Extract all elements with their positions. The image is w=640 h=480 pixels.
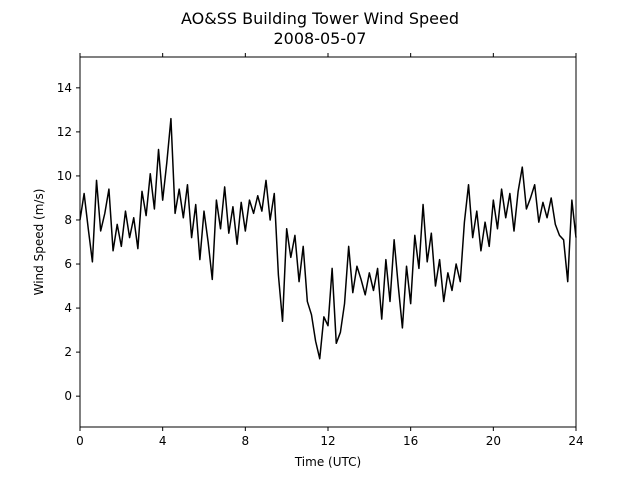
y-tick-label: 14 [57,81,72,95]
x-tick-label: 24 [568,434,583,448]
chart-subtitle: 2008-05-07 [274,29,367,48]
y-tick-label: 4 [64,301,72,315]
chart-title: AO&SS Building Tower Wind Speed [181,9,459,28]
x-tick-label: 12 [320,434,335,448]
y-tick-label: 0 [64,389,72,403]
y-tick-label: 6 [64,257,72,271]
y-tick-label: 2 [64,345,72,359]
x-tick-label: 16 [403,434,418,448]
y-tick-label: 12 [57,125,72,139]
x-tick-label: 20 [486,434,501,448]
x-tick-label: 8 [242,434,250,448]
y-tick-label: 10 [57,169,72,183]
x-tick-label: 0 [76,434,84,448]
x-axis-label: Time (UTC) [294,455,361,469]
x-tick-label: 4 [159,434,167,448]
y-tick-label: 8 [64,213,72,227]
y-axis-label: Wind Speed (m/s) [32,189,46,296]
data-line [79,117,577,360]
